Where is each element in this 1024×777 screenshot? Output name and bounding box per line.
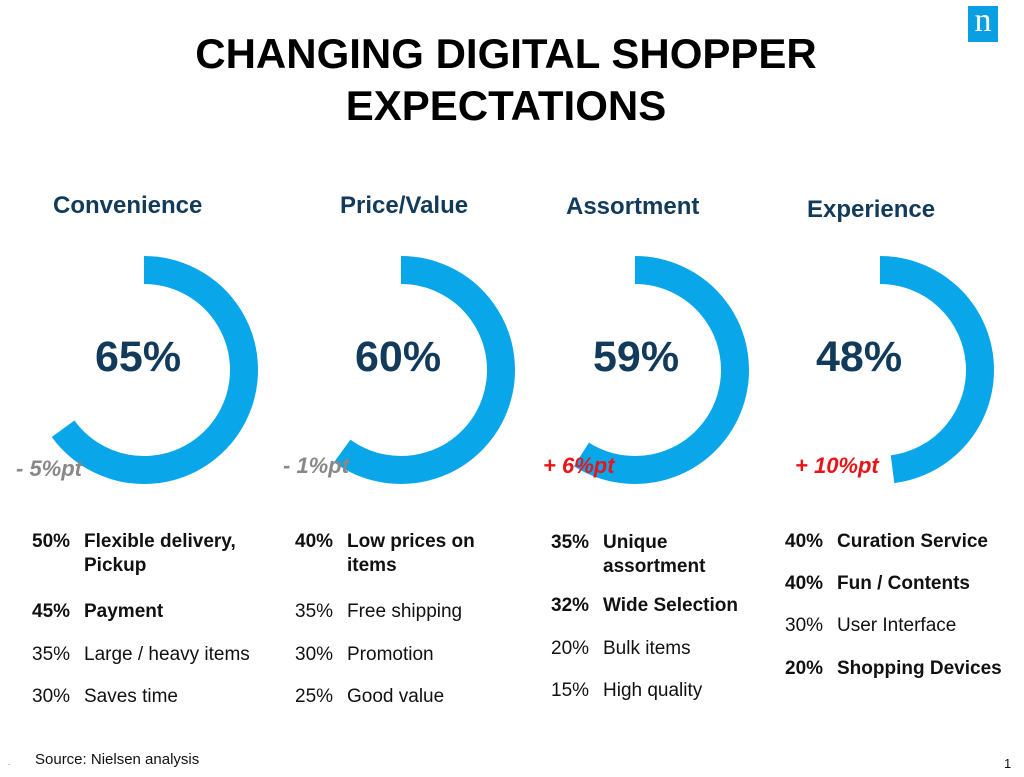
percent-value: 65% [95, 333, 182, 381]
column-heading: Convenience [53, 192, 203, 219]
item-percent: 35% [295, 601, 334, 622]
progress-ring [879, 256, 994, 484]
item-label: Payment [84, 601, 164, 622]
item-label: User Interface [837, 615, 957, 636]
nielsen-logo: n [968, 4, 998, 42]
item-label: Low prices on [347, 531, 475, 552]
item-percent: 40% [295, 531, 334, 552]
item-label-line2: assortment [603, 556, 706, 577]
item-percent: 35% [551, 532, 590, 553]
item-label: Free shipping [347, 601, 463, 622]
progress-arc [879, 256, 994, 484]
change-value: + 10%pt [795, 453, 879, 478]
change-value: + 6%pt [543, 453, 615, 478]
item-percent: 40% [785, 573, 824, 594]
column-heading: Experience [807, 196, 936, 223]
item-label-line2: items [347, 555, 397, 576]
item-label: Curation Service [837, 531, 988, 552]
item-label: Shopping Devices [837, 658, 1002, 679]
item-label: Wide Selection [603, 595, 738, 616]
item-label: Flexible delivery, [84, 531, 236, 552]
item-percent: 25% [295, 686, 334, 707]
column-heading: Assortment [566, 193, 700, 220]
item-percent: 35% [32, 644, 71, 665]
item-label: Bulk items [603, 638, 691, 659]
title-line-2: EXPECTATIONS [345, 82, 667, 129]
source-note: Source: Nielsen analysis [35, 751, 200, 768]
progress-ring [573, 256, 749, 484]
item-label: Fun / Contents [837, 573, 970, 594]
item-percent: 20% [785, 658, 824, 679]
progress-arc [51, 256, 258, 484]
item-percent: 40% [785, 531, 824, 552]
item-label: Promotion [347, 644, 434, 665]
slide-title: CHANGING DIGITAL SHOPPER EXPECTATIONS [0, 28, 1012, 132]
item-percent: 20% [551, 638, 590, 659]
percent-value: 60% [355, 333, 442, 381]
progress-arc [573, 256, 749, 484]
item-percent: 15% [551, 680, 590, 701]
progress-arc [334, 256, 515, 484]
percent-value: 48% [816, 333, 903, 381]
item-label: Unique [603, 532, 668, 553]
item-percent: 30% [32, 686, 71, 707]
item-label: Good value [347, 686, 445, 707]
item-percent: 45% [32, 601, 71, 622]
item-label-line2: Pickup [84, 555, 147, 576]
title-line-1: CHANGING DIGITAL SHOPPER [195, 30, 817, 77]
percent-value: 59% [593, 333, 680, 381]
column-heading: Price/Value [340, 192, 469, 219]
item-percent: 30% [785, 615, 824, 636]
page-number: 1 [1004, 756, 1012, 771]
change-value: - 5%pt [16, 456, 82, 481]
item-label: Large / heavy items [84, 644, 250, 665]
item-label: High quality [603, 680, 703, 701]
item-label: Saves time [84, 686, 178, 707]
progress-ring [51, 256, 258, 484]
item-percent: 50% [32, 531, 71, 552]
change-value: - 1%pt [283, 453, 349, 478]
item-percent: 30% [295, 644, 334, 665]
item-percent: 32% [551, 595, 590, 616]
progress-ring [334, 256, 515, 484]
footer-bullet: . [8, 758, 11, 767]
